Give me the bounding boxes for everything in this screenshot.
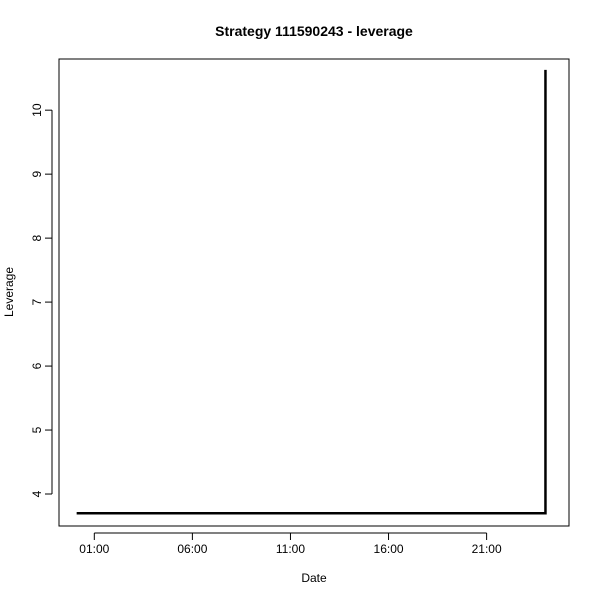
y-axis: 4 5 6 7 8 9 10 [30, 103, 53, 497]
x-tick-label: 06:00 [177, 542, 207, 556]
x-tick-label: 21:00 [472, 542, 502, 556]
y-tick-label: 5 [30, 426, 44, 433]
y-tick-label: 10 [30, 103, 44, 117]
leverage-line [76, 69, 547, 515]
x-axis-label: Date [301, 571, 327, 585]
plot-area-frame [58, 58, 570, 527]
x-tick-label: 16:00 [374, 542, 404, 556]
x-tick-label: 01:00 [79, 542, 109, 556]
x-tick-label: 11:00 [276, 542, 305, 556]
x-axis: 01:00 06:00 11:00 16:00 21:00 [79, 532, 502, 556]
y-axis-label: Leverage [2, 267, 16, 317]
y-tick-label: 8 [30, 234, 44, 241]
series-layer [76, 69, 547, 515]
y-tick-label: 7 [30, 298, 44, 305]
y-tick-label: 9 [30, 170, 44, 177]
y-tick-label: 4 [30, 490, 44, 497]
chart-title: Strategy 111590243 - leverage [215, 23, 413, 39]
y-tick-label: 6 [30, 362, 44, 369]
